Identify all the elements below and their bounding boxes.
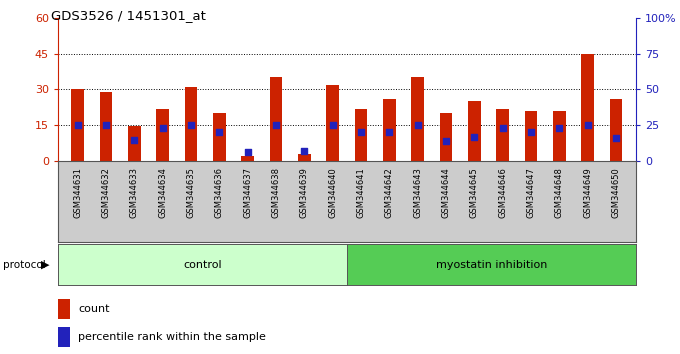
Point	[101, 122, 112, 128]
Text: GSM344638: GSM344638	[271, 167, 280, 218]
Text: GSM344646: GSM344646	[498, 167, 507, 218]
Text: GSM344644: GSM344644	[441, 167, 450, 217]
Point	[441, 138, 452, 144]
Point	[242, 150, 253, 155]
Point	[299, 148, 310, 154]
Text: GSM344633: GSM344633	[130, 167, 139, 218]
Text: GSM344643: GSM344643	[413, 167, 422, 218]
Bar	[609, 99, 622, 161]
Bar	[213, 113, 226, 161]
Bar	[411, 78, 424, 161]
Text: GSM344635: GSM344635	[186, 167, 195, 218]
Point	[72, 122, 83, 128]
Text: GSM344647: GSM344647	[526, 167, 535, 218]
Text: GSM344640: GSM344640	[328, 167, 337, 217]
Bar	[439, 113, 452, 161]
Text: GSM344642: GSM344642	[385, 167, 394, 217]
Point	[412, 122, 423, 128]
Point	[129, 137, 140, 142]
Bar	[269, 78, 282, 161]
Point	[271, 122, 282, 128]
Bar	[99, 92, 112, 161]
Text: GSM344645: GSM344645	[470, 167, 479, 217]
Point	[554, 125, 565, 131]
Point	[526, 130, 537, 135]
Point	[327, 122, 338, 128]
Text: GSM344636: GSM344636	[215, 167, 224, 218]
Bar	[241, 156, 254, 161]
Text: GDS3526 / 1451301_at: GDS3526 / 1451301_at	[51, 9, 206, 22]
Text: GSM344641: GSM344641	[356, 167, 365, 217]
Text: count: count	[78, 304, 109, 314]
Point	[384, 130, 395, 135]
Text: ▶: ▶	[41, 259, 49, 270]
Bar	[553, 111, 566, 161]
Bar	[524, 111, 537, 161]
Text: GSM344631: GSM344631	[73, 167, 82, 218]
Point	[186, 122, 197, 128]
Text: protocol: protocol	[3, 259, 46, 270]
Bar	[383, 99, 396, 161]
Point	[611, 135, 622, 141]
Bar	[581, 53, 594, 161]
Text: GSM344650: GSM344650	[611, 167, 620, 217]
Point	[157, 125, 168, 131]
Text: GSM344648: GSM344648	[555, 167, 564, 218]
Text: control: control	[183, 259, 222, 270]
Bar	[354, 108, 367, 161]
Text: GSM344639: GSM344639	[300, 167, 309, 218]
Bar	[496, 108, 509, 161]
Bar	[326, 85, 339, 161]
Text: GSM344637: GSM344637	[243, 167, 252, 218]
Bar	[184, 87, 197, 161]
Text: percentile rank within the sample: percentile rank within the sample	[78, 332, 266, 342]
Text: GSM344634: GSM344634	[158, 167, 167, 218]
Bar	[156, 108, 169, 161]
Bar	[298, 154, 311, 161]
Text: GSM344649: GSM344649	[583, 167, 592, 217]
Bar	[468, 101, 481, 161]
Text: GSM344632: GSM344632	[101, 167, 110, 218]
Point	[469, 134, 480, 139]
Point	[356, 130, 367, 135]
Bar	[71, 89, 84, 161]
Bar	[128, 126, 141, 161]
Point	[497, 125, 508, 131]
Point	[214, 130, 225, 135]
Point	[582, 122, 593, 128]
Text: myostatin inhibition: myostatin inhibition	[436, 259, 547, 270]
